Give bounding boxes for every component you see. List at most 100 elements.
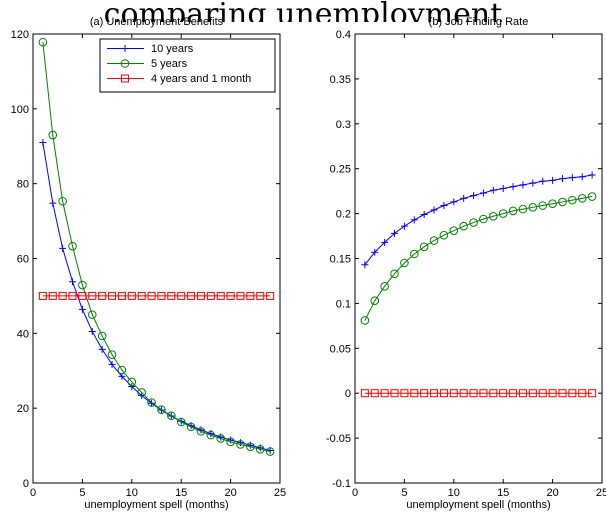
plot-area-a (32, 33, 281, 484)
data-point-4-years-and-1-month (430, 389, 439, 398)
legend-label-10-years: 10 years (151, 43, 194, 55)
data-point-10-years (489, 186, 497, 194)
data-point-4-years-and-1-month (187, 291, 196, 300)
chart-title-b: (b) Job Finding Rate (429, 16, 529, 28)
data-point-10-years (39, 139, 47, 147)
data-point-10-years (460, 194, 468, 202)
data-point-10-years (578, 173, 586, 181)
data-point-4-years-and-1-month (206, 291, 215, 300)
data-point-5-years (186, 422, 196, 432)
data-point-5-years (400, 258, 409, 268)
data-point-5-years (498, 209, 508, 218)
series-marks-b (360, 171, 597, 398)
y-tick-label: 20 (17, 403, 29, 415)
data-point-4-years-and-1-month (48, 291, 57, 300)
y-tick-label: 0.25 (330, 164, 351, 176)
data-point-4-years-and-1-month (499, 389, 508, 398)
y-tick-label: 0.35 (330, 74, 351, 86)
data-point-10-years (381, 238, 389, 246)
data-point-5-years (538, 201, 548, 210)
legend-box (99, 38, 276, 93)
data-point-4-years-and-1-month (380, 389, 389, 398)
legend-entry-4-years-1-month: 4 years and 1 month (107, 73, 251, 85)
data-point-4-years-and-1-month (410, 389, 419, 398)
data-point-10-years (128, 382, 136, 390)
legend-label-5-years: 5 years (151, 58, 188, 70)
axis-ticks-a: 0 5 10 15 20 25 0 20 40 60 80 100 120 (11, 29, 286, 499)
data-point-10-years (78, 305, 86, 313)
data-point-5-years (255, 445, 265, 454)
chart-panel-job-finding-rate: (b) Job Finding Rate unemployment spell … (326, 16, 606, 511)
data-point-5-years (449, 226, 459, 235)
data-point-4-years-and-1-month (177, 291, 186, 300)
data-point-5-years (489, 211, 498, 221)
y-tick-label: -0.1 (332, 478, 351, 490)
y-tick-label: 40 (17, 328, 29, 340)
data-point-5-years (68, 241, 77, 251)
y-tick-label: -0.05 (326, 433, 351, 445)
data-point-10-years (539, 177, 547, 185)
data-point-10-years (49, 199, 57, 207)
data-point-4-years-and-1-month (117, 291, 126, 300)
data-point-4-years-and-1-month (578, 389, 587, 398)
data-point-10-years (558, 175, 566, 183)
data-point-5-years (548, 199, 557, 209)
data-point-5-years (38, 37, 48, 47)
x-tick-label: 20 (224, 487, 236, 499)
data-point-4-years-and-1-month (509, 389, 518, 398)
y-tick-label: 80 (17, 179, 29, 191)
data-point-10-years (479, 189, 487, 197)
data-point-10-years (88, 327, 96, 335)
data-point-5-years (587, 192, 597, 201)
data-point-4-years-and-1-month (538, 389, 547, 398)
cropped-header-text: comparing unemployment (103, 0, 503, 22)
y-tick-label: 100 (11, 104, 29, 116)
x-tick-label: 5 (401, 487, 407, 499)
data-point-5-years (558, 197, 567, 207)
data-point-10-years (420, 210, 428, 218)
data-point-5-years (78, 280, 87, 290)
series-line-10-years (42, 142, 271, 451)
y-tick-label: 0 (23, 478, 29, 490)
data-point-5-years (137, 388, 146, 397)
data-point-4-years-and-1-month (370, 389, 379, 398)
data-point-4-years-and-1-month (420, 389, 429, 398)
legend-label-4-years-1-month: 4 years and 1 month (151, 73, 251, 85)
y-tick-label: 0 (345, 388, 351, 400)
data-point-4-years-and-1-month (88, 291, 97, 300)
data-point-10-years (361, 261, 369, 269)
data-point-4-years-and-1-month (528, 389, 537, 398)
data-point-4-years-and-1-month (236, 291, 245, 300)
data-point-5-years (157, 405, 166, 414)
data-point-5-years (409, 249, 419, 259)
x-tick-label: 25 (596, 487, 606, 499)
data-point-10-years (177, 417, 185, 425)
data-point-4-years-and-1-month (167, 291, 176, 300)
data-point-4-years-and-1-month (68, 291, 77, 300)
data-point-5-years (176, 417, 186, 427)
data-point-5-years (577, 194, 587, 203)
y-tick-label: 0.4 (336, 29, 351, 41)
plot-area-b (354, 33, 603, 484)
axis-ticks-b: 0 5 10 15 20 25 -0.1 -0.05 0 0.05 0.1 0.15 0.2 0.25 0.… (326, 29, 606, 499)
data-point-4-years-and-1-month (360, 389, 369, 398)
data-point-10-years (148, 399, 156, 407)
data-point-5-years (390, 269, 399, 279)
data-point-5-years (568, 195, 577, 205)
series-line-10-years (364, 174, 593, 266)
data-point-4-years-and-1-month (558, 389, 567, 398)
chart-title-a: (a) Unemployment Benefits (90, 16, 224, 28)
data-point-4-years-and-1-month (127, 291, 136, 300)
data-point-10-years (108, 360, 116, 368)
data-point-5-years (370, 296, 380, 306)
legend-marker-4-years-1-month (121, 74, 129, 83)
data-point-4-years-and-1-month (390, 389, 399, 398)
x-tick-label: 15 (497, 487, 509, 499)
x-tick-label: 0 (30, 487, 36, 499)
data-point-4-years-and-1-month (98, 291, 107, 300)
y-tick-label: 0.15 (330, 254, 351, 266)
data-point-10-years (499, 184, 507, 192)
data-point-5-years (196, 427, 206, 436)
data-point-5-years (360, 316, 370, 325)
data-point-4-years-and-1-month (439, 389, 448, 398)
